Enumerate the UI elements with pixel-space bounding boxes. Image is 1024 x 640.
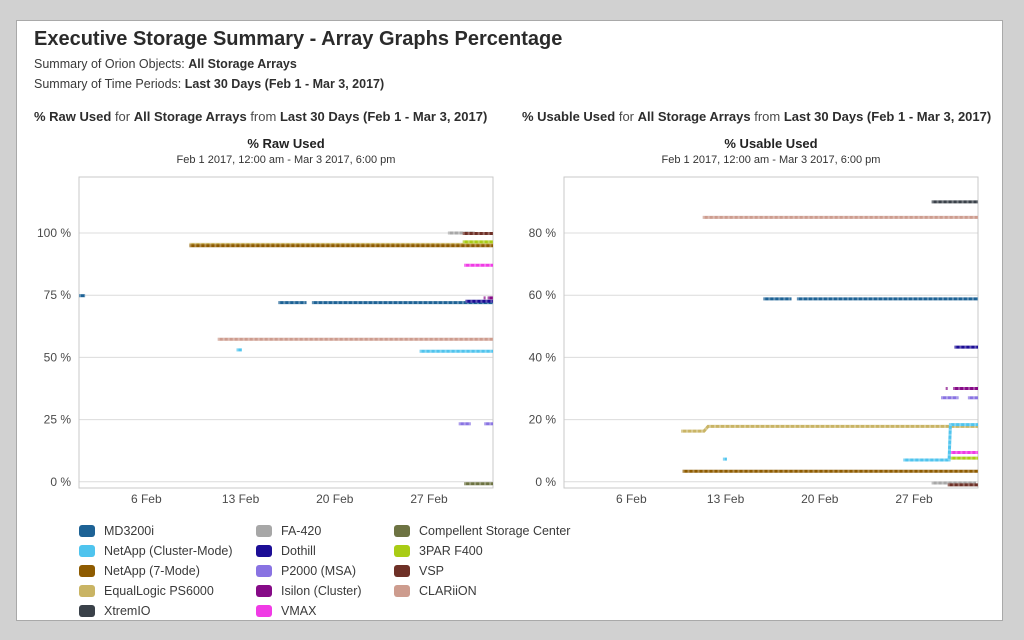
orion-objects-value: All Storage Arrays (188, 57, 297, 71)
legend-label: Compellent Storage Center (419, 524, 571, 538)
legend-label: NetApp (Cluster-Mode) (104, 544, 233, 558)
chart-title-usable-used: % Usable Used (724, 136, 818, 151)
y-axis-label: 80 % (529, 226, 557, 240)
legend-label: FA-420 (281, 524, 322, 538)
legend-swatch-icon (394, 545, 410, 557)
page-title: Executive Storage Summary - Array Graphs… (34, 28, 563, 50)
chart-subtitle-usable-used: Feb 1 2017, 12:00 am - Mar 3 2017, 6:00 … (661, 154, 881, 166)
y-axis-label: 50 % (44, 350, 72, 364)
series-line-netapp-cluster-mode- (903, 423, 978, 462)
y-axis-label: 100 % (37, 226, 71, 240)
chart-subtitle-raw-used: Feb 1 2017, 12:00 am - Mar 3 2017, 6:00 … (176, 154, 396, 166)
section-header-usable-used: % Usable Used for All Storage Arrays fro… (522, 109, 991, 124)
legend-label: MD3200i (104, 524, 155, 538)
legend-label: NetApp (7-Mode) (104, 564, 200, 578)
x-axis-label: 6 Feb (131, 492, 162, 506)
section-from-word: from (250, 109, 277, 124)
section-period: Last 30 Days (Feb 1 - Mar 3, 2017) (783, 109, 992, 124)
legend-label: XtremIO (104, 604, 151, 618)
legend-swatch-icon (79, 545, 95, 557)
legend-swatch-icon (79, 585, 95, 597)
report-page: Executive Storage Summary - Array Graphs… (16, 20, 1003, 621)
legend-item: Compellent Storage Center (394, 521, 570, 541)
section-period: Last 30 Days (Feb 1 - Mar 3, 2017) (279, 109, 488, 124)
x-axis-label: 20 Feb (316, 492, 354, 506)
legend-item: 3PAR F400 (394, 541, 570, 561)
legend-label: EqualLogic PS6000 (104, 584, 214, 598)
legend-item: XtremIO (79, 601, 233, 621)
y-axis-label: 60 % (529, 288, 557, 302)
legend-label: VSP (419, 564, 445, 578)
section-metric: % Usable Used (522, 109, 616, 124)
legend-swatch-icon (394, 565, 410, 577)
y-axis-label: 0 % (535, 475, 556, 489)
legend-swatch-icon (256, 605, 272, 617)
legend-item: NetApp (Cluster-Mode) (79, 541, 233, 561)
y-axis-label: 0 % (50, 475, 71, 489)
legend-label: VMAX (281, 604, 317, 618)
chart-title-raw-used: % Raw Used (247, 136, 325, 151)
legend-item: EqualLogic PS6000 (79, 581, 233, 601)
plot-border (78, 176, 494, 489)
legend-label: Isilon (Cluster) (281, 584, 362, 598)
legend-item: Isilon (Cluster) (256, 581, 362, 601)
raw-used-chart: 0 % 25 % 50 % 75 % 100 % 6 Feb 13 Feb 20 Feb 27 … (37, 176, 494, 506)
chart-legend-column-2: FA-420 Dothill P2000 (MSA) Isilon (Cluster)… (256, 521, 362, 621)
legend-item: VSP (394, 561, 570, 581)
x-axis-label: 13 Feb (707, 492, 745, 506)
legend-item: NetApp (7-Mode) (79, 561, 233, 581)
y-axis-label: 75 % (44, 288, 72, 302)
x-axis-label: 20 Feb (801, 492, 839, 506)
time-periods-line: Summary of Time Periods: Last 30 Days (F… (34, 77, 384, 91)
y-axis-label: 25 % (44, 413, 72, 427)
legend-label: 3PAR F400 (419, 544, 483, 558)
legend-label: Dothill (281, 544, 316, 558)
series-line-texture (903, 423, 978, 462)
x-axis-label: 27 Feb (410, 492, 448, 506)
y-axis-label: 40 % (529, 350, 557, 364)
legend-item: MD3200i (79, 521, 233, 541)
time-periods-label: Summary of Time Periods: (34, 77, 182, 91)
plot-border (563, 176, 979, 489)
legend-item: P2000 (MSA) (256, 561, 362, 581)
time-periods-value: Last 30 Days (Feb 1 - Mar 3, 2017) (184, 77, 385, 91)
legend-item: FA-420 (256, 521, 362, 541)
x-axis-label: 6 Feb (616, 492, 647, 506)
section-object: All Storage Arrays (133, 109, 247, 124)
series-line-texture (681, 424, 978, 433)
section-object: All Storage Arrays (637, 109, 751, 124)
usable-used-chart: 0 % 20 % 40 % 60 % 80 % 6 Feb 13 Feb 20 Feb 27 F… (529, 176, 979, 506)
x-axis-label: 13 Feb (222, 492, 260, 506)
legend-swatch-icon (79, 525, 95, 537)
y-axis-label: 20 % (529, 413, 557, 427)
legend-swatch-icon (256, 545, 272, 557)
legend-label: P2000 (MSA) (281, 564, 357, 578)
section-metric: % Raw Used (34, 109, 112, 124)
legend-swatch-icon (256, 565, 272, 577)
legend-swatch-icon (79, 605, 95, 617)
legend-item: VMAX (256, 601, 362, 621)
orion-objects-label: Summary of Orion Objects: (34, 57, 185, 71)
chart-legend-column-1: MD3200i NetApp (Cluster-Mode) NetApp (7-Mo… (79, 521, 233, 621)
legend-swatch-icon (256, 525, 272, 537)
legend-swatch-icon (394, 525, 410, 537)
legend-swatch-icon (256, 585, 272, 597)
legend-swatch-icon (79, 565, 95, 577)
section-from-word: from (754, 109, 781, 124)
series-line-equallogic-ps6000 (681, 424, 978, 433)
legend-item: CLARiiON (394, 581, 570, 601)
section-header-raw-used: % Raw Used for All Storage Arrays from L… (34, 109, 487, 124)
x-axis-label: 27 Feb (895, 492, 933, 506)
section-for-word: for (618, 109, 634, 124)
legend-item: Dothill (256, 541, 362, 561)
chart-legend-column-3: Compellent Storage Center 3PAR F400 VSP CLA… (394, 521, 570, 601)
section-for-word: for (114, 109, 131, 124)
orion-objects-line: Summary of Orion Objects: All Storage Ar… (34, 57, 297, 71)
legend-swatch-icon (394, 585, 410, 597)
legend-label: CLARiiON (419, 584, 477, 598)
